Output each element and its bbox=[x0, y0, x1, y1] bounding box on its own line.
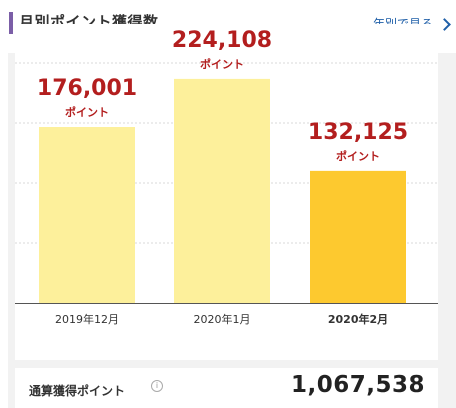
unit-label: ポイント bbox=[65, 105, 109, 119]
chevron-right-icon bbox=[438, 17, 451, 31]
unit-label: ポイント bbox=[336, 149, 380, 163]
total-points-value: 1,067,538 bbox=[291, 372, 425, 398]
data-label: 132,125 bbox=[308, 120, 408, 145]
unit-label: ポイント bbox=[200, 57, 244, 71]
total-points-label: 通算獲得ポイント bbox=[29, 384, 126, 398]
x-tick-label: 2020年1月 bbox=[194, 312, 251, 326]
bar bbox=[310, 170, 406, 303]
x-tick-label: 2020年2月 bbox=[328, 312, 388, 326]
data-label: 224,108 bbox=[172, 28, 272, 53]
info-icon[interactable]: i bbox=[151, 380, 163, 392]
bar bbox=[39, 126, 135, 304]
title-accent-bar bbox=[9, 12, 13, 34]
monthly-points-chart: 176,001 ポイント 2019年12月 224,108 ポイント 2020年1月 132… bbox=[15, 28, 438, 326]
x-tick-label: 2019年12月 bbox=[55, 312, 119, 326]
chart-area: 176,001 ポイント 2019年12月 224,108 ポイント 2020年1月 132… bbox=[15, 24, 438, 360]
bar bbox=[174, 78, 270, 303]
summary-row bbox=[15, 368, 438, 408]
data-label: 176,001 bbox=[37, 76, 137, 101]
